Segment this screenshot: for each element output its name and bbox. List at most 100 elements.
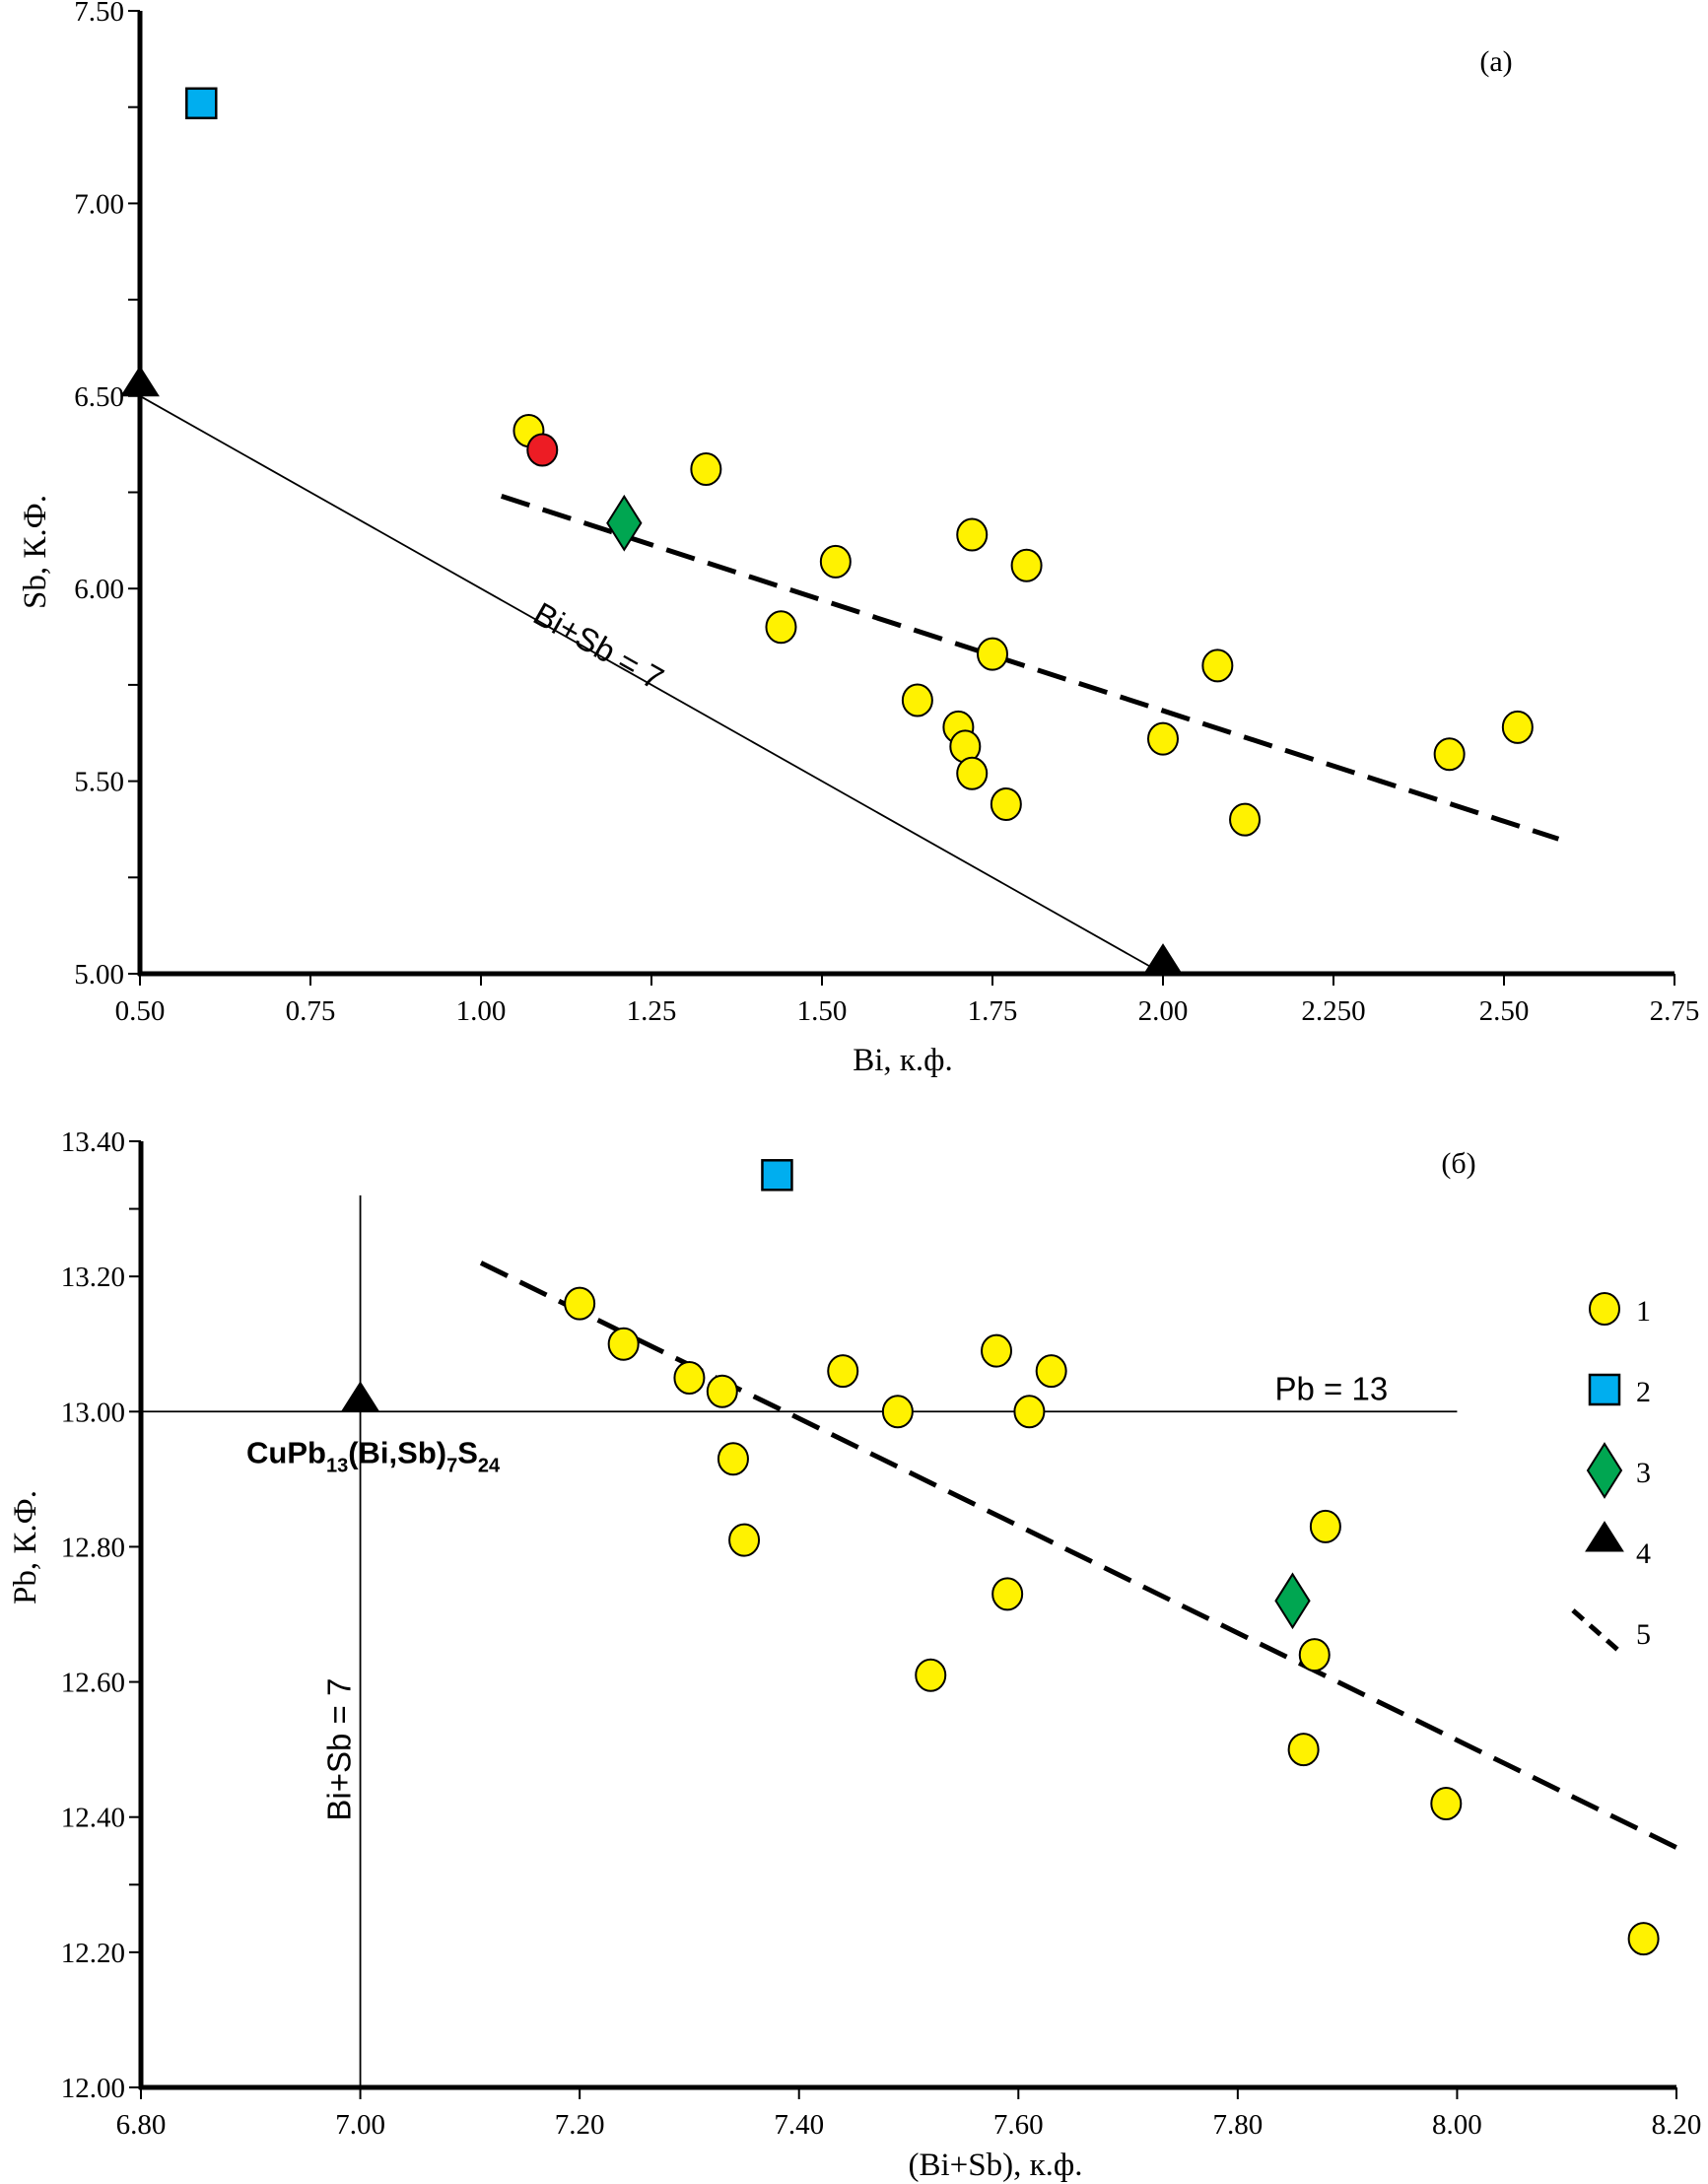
legend-item-1: 1 <box>1589 1292 1651 1328</box>
y-tick-label: 12.60 <box>61 1668 125 1699</box>
y-tick-label: 12.80 <box>61 1532 125 1563</box>
y-tick-label: 5.50 <box>74 767 124 798</box>
y-tick-label: 13.00 <box>61 1397 125 1428</box>
legend-item-4: 4 <box>1585 1521 1651 1570</box>
data-point-series-2 <box>761 1159 793 1192</box>
x-axis-title-b: (Bi+Sb), к.ф. <box>908 2148 1082 2183</box>
x-tick-label: 1.50 <box>797 995 848 1027</box>
reference-line-bi-sb-7 <box>139 395 1164 975</box>
x-tick-label: 8.20 <box>1652 2109 1702 2141</box>
data-points-a <box>120 87 1534 975</box>
y-axis-title-b: Pb, К.Ф. <box>8 1490 43 1604</box>
y-tick-label: 13.20 <box>61 1262 125 1293</box>
data-point-series-1 <box>956 756 989 790</box>
x-tick-label: 2.75 <box>1650 995 1700 1027</box>
chart-panel-b: 6.80 7.00 7.20 7.40 7.60 7.80 8.00 8.20 12.00 12.… <box>8 1126 1701 2183</box>
data-point-series-1 <box>1229 802 1262 837</box>
formula-part: (Bi,Sb) <box>348 1435 446 1469</box>
data-point-series-1 <box>981 1333 1013 1368</box>
data-point-series-1 <box>1013 1395 1046 1429</box>
data-point-series-1 <box>1627 1922 1660 1956</box>
legend-label: 1 <box>1636 1295 1651 1328</box>
x-tick-label: 2.00 <box>1138 995 1189 1027</box>
annotation-bi-sb-7-b: Bi+Sb = 7 <box>321 1678 358 1821</box>
y-tick-label: 12.00 <box>61 2073 125 2104</box>
annotation-pb-13: Pb = 13 <box>1275 1370 1389 1406</box>
data-point-series-1 <box>881 1395 914 1429</box>
y-tick-label: 12.40 <box>61 1803 125 1834</box>
data-point-series-1 <box>728 1523 761 1557</box>
panel-label-b: (б) <box>1441 1147 1475 1180</box>
data-point-series-1 <box>1309 1509 1341 1543</box>
trend-line-5 <box>479 1261 1678 1850</box>
data-point-series-1 <box>1010 548 1043 582</box>
legend-square-icon <box>1588 1373 1621 1406</box>
y-axis-title-a: Sb, К.Ф. <box>18 495 53 609</box>
x-tick-label: 7.40 <box>774 2109 824 2141</box>
data-point-series-1 <box>990 787 1022 822</box>
data-point-series-1 <box>819 544 852 579</box>
legend-triangle-icon <box>1585 1521 1624 1552</box>
data-point-series-1 <box>991 1577 1024 1611</box>
y-tick-label: 7.00 <box>74 188 124 220</box>
data-point-series-3 <box>606 494 643 552</box>
data-point-series-1 <box>1147 721 1179 756</box>
chart-panel-a: 0.50 0.75 1.00 1.25 1.50 1.75 2.00 2.250 2.50 2.7… <box>18 0 1699 1078</box>
reference-lines-b <box>141 1194 1678 2087</box>
data-point-series-1 <box>1298 1638 1331 1672</box>
data-point-series-1 <box>901 683 933 717</box>
y-tick-label: 12.20 <box>61 1938 125 1969</box>
x-tick-label: 0.75 <box>286 995 336 1027</box>
x-tick-label: 6.80 <box>116 2109 167 2141</box>
data-point-series-1 <box>915 1658 947 1692</box>
data-point-series-4 <box>120 365 160 397</box>
x-tick-label: 1.25 <box>627 995 677 1027</box>
data-point-series-1 <box>1433 737 1466 772</box>
legend-item-5: 5 <box>1571 1608 1651 1656</box>
formula-subscript: 13 <box>326 1455 348 1476</box>
data-point-series-1 <box>690 452 722 487</box>
y-tick-label: 6.50 <box>74 381 124 413</box>
data-point-series-1 <box>977 637 1008 671</box>
y-tick-label: 13.40 <box>61 1126 125 1158</box>
legend-label: 5 <box>1636 1618 1651 1651</box>
data-point-series-3 <box>1274 1572 1311 1630</box>
formula-subscript: 24 <box>478 1455 501 1476</box>
axes-a: 0.50 0.75 1.00 1.25 1.50 1.75 2.00 2.250 2.50 2.7… <box>74 0 1699 1027</box>
y-tick-label: 7.50 <box>74 0 124 28</box>
legend-dashed-line-icon <box>1571 1608 1624 1656</box>
annotation-bi-sb-7-a: Bi+Sb = 7 <box>527 595 669 697</box>
legend-item-2: 2 <box>1588 1373 1651 1408</box>
x-axis-title-a: Bi, к.ф. <box>853 1043 953 1078</box>
data-point-series-1 <box>1430 1787 1463 1820</box>
x-tick-label: 1.75 <box>968 995 1018 1027</box>
data-point-series-1 <box>765 610 797 645</box>
data-points-b <box>340 1159 1660 1956</box>
data-point-series-1 <box>607 1327 640 1361</box>
reference-lines-a <box>139 395 1560 975</box>
data-point-series-1 <box>1501 710 1534 744</box>
x-tick-label: 0.50 <box>115 995 166 1027</box>
formula-part: S <box>457 1435 478 1469</box>
trend-line-5 <box>500 494 1560 842</box>
panel-label-a: (a) <box>1479 45 1512 78</box>
data-point-series-1 <box>1035 1354 1067 1389</box>
y-tick-label: 5.00 <box>74 959 124 990</box>
legend-label: 4 <box>1636 1537 1651 1570</box>
data-point-series-1-red <box>526 433 559 467</box>
legend-diamond-icon <box>1586 1442 1623 1499</box>
x-tick-label: 2.250 <box>1301 995 1365 1027</box>
data-point-series-1 <box>717 1442 749 1476</box>
data-point-series-1 <box>673 1361 706 1395</box>
data-point-series-2 <box>185 87 218 120</box>
data-point-series-4 <box>1143 943 1183 975</box>
annotation-formula: CuPb13(Bi,Sb)7S24 <box>246 1435 501 1476</box>
data-point-series-1 <box>827 1354 859 1389</box>
x-tick-label: 7.20 <box>555 2109 605 2141</box>
x-tick-label: 8.00 <box>1432 2109 1482 2141</box>
x-tick-label: 7.80 <box>1212 2109 1263 2141</box>
formula-part: CuPb <box>246 1435 326 1469</box>
x-tick-label: 7.60 <box>993 2109 1044 2141</box>
y-tick-label: 6.00 <box>74 574 124 605</box>
